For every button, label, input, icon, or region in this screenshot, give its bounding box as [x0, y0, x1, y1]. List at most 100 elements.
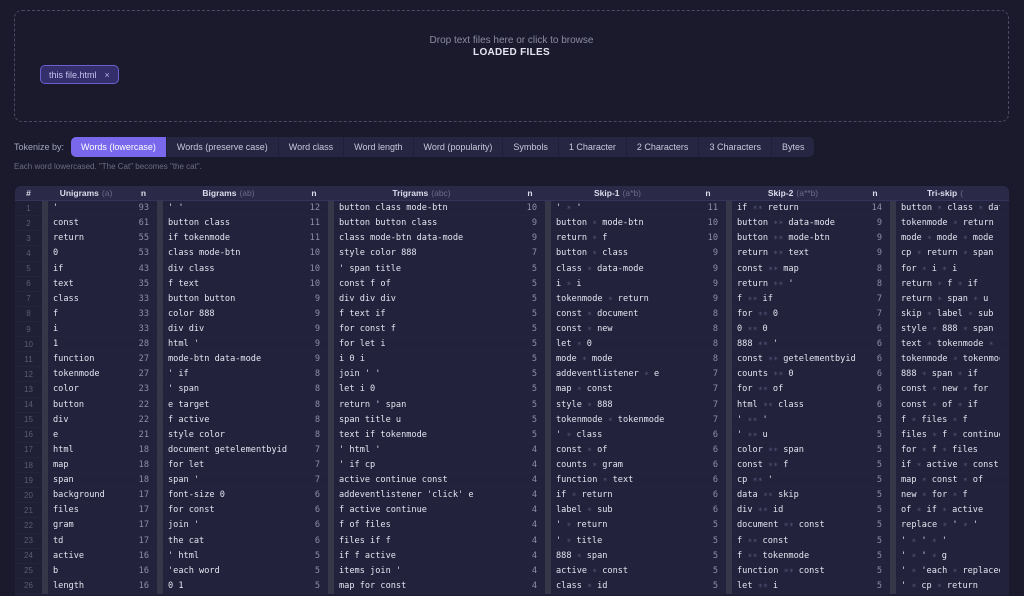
ngram-cell[interactable]: cp ∗∗ ': [732, 473, 860, 489]
ngram-cell[interactable]: const ∗ new ∗ for: [896, 382, 1000, 398]
ngram-cell[interactable]: f text if: [334, 306, 515, 322]
ngram-cell[interactable]: const ∗ new: [551, 321, 690, 338]
column-header-skip-1[interactable]: Skip-1 (a*b): [545, 186, 690, 201]
ngram-cell[interactable]: const ∗ of ∗ if: [896, 397, 1000, 413]
ngram-cell[interactable]: let ∗ 0: [551, 337, 690, 353]
ngram-cell[interactable]: tokenmode ∗ return: [551, 291, 690, 307]
ngram-cell[interactable]: style color: [163, 427, 300, 443]
ngram-cell[interactable]: const ∗∗ f: [732, 457, 860, 474]
ngram-cell[interactable]: files: [48, 503, 130, 519]
ngram-cell[interactable]: mode ∗ mode: [551, 352, 690, 368]
ngram-cell[interactable]: replace ∗ ' ∗ ': [896, 518, 1000, 534]
ngram-cell[interactable]: addeventlistener ∗ e: [551, 367, 690, 383]
column-header-skip-2[interactable]: Skip-2 (a**b): [726, 186, 860, 201]
ngram-cell[interactable]: 1: [48, 337, 130, 353]
ngram-cell[interactable]: return ' span: [334, 397, 515, 413]
ngram-cell[interactable]: i 0 i: [334, 352, 515, 368]
ngram-cell[interactable]: text: [48, 276, 130, 292]
ngram-cell[interactable]: map: [48, 457, 130, 474]
ngram-cell[interactable]: color 888: [163, 306, 300, 322]
ngram-cell[interactable]: tokenmode: [48, 367, 130, 383]
ngram-cell[interactable]: 0: [48, 246, 130, 262]
ngram-cell[interactable]: ' ∗ ': [551, 201, 690, 217]
ngram-cell[interactable]: text if tokenmode: [334, 427, 515, 443]
tab-words-preserve-case[interactable]: Words (preserve case): [167, 137, 279, 157]
ngram-cell[interactable]: button class: [163, 216, 300, 232]
ngram-cell[interactable]: document getelementbyid: [163, 442, 300, 458]
ngram-cell[interactable]: div: [48, 412, 130, 428]
column-header-trigrams[interactable]: Trigrams (abc): [328, 186, 515, 201]
ngram-cell[interactable]: files if f: [334, 533, 515, 549]
ngram-cell[interactable]: mode-btn data-mode: [163, 352, 300, 368]
ngram-cell[interactable]: files ∗ f ∗ continue: [896, 427, 1000, 443]
tab-word-class[interactable]: Word class: [279, 137, 345, 157]
ngram-cell[interactable]: const ∗∗ map: [732, 261, 860, 277]
ngram-cell[interactable]: button: [48, 397, 130, 413]
ngram-cell[interactable]: div div: [163, 321, 300, 338]
ngram-cell[interactable]: active ∗ const: [551, 563, 690, 579]
ngram-cell[interactable]: f: [48, 306, 130, 322]
tab-word-popularity[interactable]: Word (popularity): [414, 137, 504, 157]
tab-symbols[interactable]: Symbols: [503, 137, 559, 157]
ngram-cell[interactable]: b: [48, 563, 130, 579]
ngram-cell[interactable]: style color 888: [334, 246, 515, 262]
ngram-cell[interactable]: return ∗ f ∗ if: [896, 276, 1000, 292]
ngram-cell[interactable]: counts ∗ gram: [551, 457, 690, 474]
ngram-cell[interactable]: return ∗ span ∗ u: [896, 291, 1000, 307]
ngram-cell[interactable]: html: [48, 442, 130, 458]
tab-2-characters[interactable]: 2 Characters: [627, 137, 700, 157]
tab-1-character[interactable]: 1 Character: [559, 137, 627, 157]
ngram-cell[interactable]: ' ∗ ' ∗ g: [896, 548, 1000, 564]
ngram-cell[interactable]: active continue const: [334, 473, 515, 489]
ngram-cell[interactable]: for let: [163, 457, 300, 474]
ngram-cell[interactable]: button ∗ mode-btn: [551, 216, 690, 232]
ngram-cell[interactable]: div div div: [334, 291, 515, 307]
ngram-cell[interactable]: html ': [163, 337, 300, 353]
remove-file-icon[interactable]: ×: [104, 69, 110, 80]
ngram-cell[interactable]: const ∗∗ getelementbyid: [732, 352, 860, 368]
ngram-cell[interactable]: 0 ∗∗ 0: [732, 321, 860, 338]
ngram-cell[interactable]: f text: [163, 276, 300, 292]
ngram-cell[interactable]: ' ∗ title: [551, 533, 690, 549]
file-drop-zone[interactable]: Drop text files here or click to browse …: [14, 10, 1009, 122]
ngram-cell[interactable]: the cat: [163, 533, 300, 549]
ngram-cell[interactable]: div ∗∗ id: [732, 503, 860, 519]
ngram-cell[interactable]: if ∗ active ∗ const: [896, 457, 1000, 474]
ngram-cell[interactable]: tokenmode ∗ tokenmode: [551, 412, 690, 428]
ngram-cell[interactable]: addeventlistener 'click' e: [334, 488, 515, 504]
ngram-cell[interactable]: for ∗ i ∗ i: [896, 261, 1000, 277]
ngram-cell[interactable]: ' html: [163, 548, 300, 564]
ngram-cell[interactable]: button ∗∗ data-mode: [732, 216, 860, 232]
ngram-cell[interactable]: join ': [163, 518, 300, 534]
ngram-cell[interactable]: ' ∗∗ u: [732, 427, 860, 443]
ngram-cell[interactable]: button button class: [334, 216, 515, 232]
ngram-cell[interactable]: map ∗ const: [551, 382, 690, 398]
column-header-tri-skip[interactable]: Tri-skip(: [890, 186, 1000, 201]
column-header-bigrams[interactable]: Bigrams (ab): [157, 186, 300, 201]
ngram-cell[interactable]: new ∗ for ∗ f: [896, 488, 1000, 504]
ngram-cell[interactable]: button ∗∗ mode-btn: [732, 231, 860, 247]
ngram-cell[interactable]: active: [48, 548, 130, 564]
ngram-cell[interactable]: function ∗ text: [551, 473, 690, 489]
ngram-cell[interactable]: class mode-btn: [163, 246, 300, 262]
ngram-cell[interactable]: e target: [163, 397, 300, 413]
ngram-cell[interactable]: span title u: [334, 412, 515, 428]
ngram-cell[interactable]: return ∗∗ ': [732, 276, 860, 292]
ngram-cell[interactable]: ' ∗ cp ∗ return: [896, 578, 1000, 594]
ngram-cell[interactable]: if tokenmode: [163, 231, 300, 247]
ngram-cell[interactable]: gram: [48, 518, 130, 534]
ngram-cell[interactable]: let i 0: [334, 382, 515, 398]
ngram-cell[interactable]: f of files: [334, 518, 515, 534]
ngram-cell[interactable]: const ∗ document: [551, 306, 690, 322]
ngram-cell[interactable]: ' ': [163, 201, 300, 217]
ngram-cell[interactable]: return: [48, 231, 130, 247]
ngram-cell[interactable]: e: [48, 427, 130, 443]
ngram-cell[interactable]: ' ∗ 'each ∗ replaced: [896, 563, 1000, 579]
ngram-cell[interactable]: class: [48, 291, 130, 307]
column-header-unigrams[interactable]: Unigrams (a): [42, 186, 130, 201]
ngram-cell[interactable]: background: [48, 488, 130, 504]
ngram-cell[interactable]: span ': [163, 473, 300, 489]
ngram-cell[interactable]: class ∗ data-mode: [551, 261, 690, 277]
ngram-cell[interactable]: f ∗∗ const: [732, 533, 860, 549]
ngram-cell[interactable]: f ∗ files ∗ f: [896, 412, 1000, 428]
